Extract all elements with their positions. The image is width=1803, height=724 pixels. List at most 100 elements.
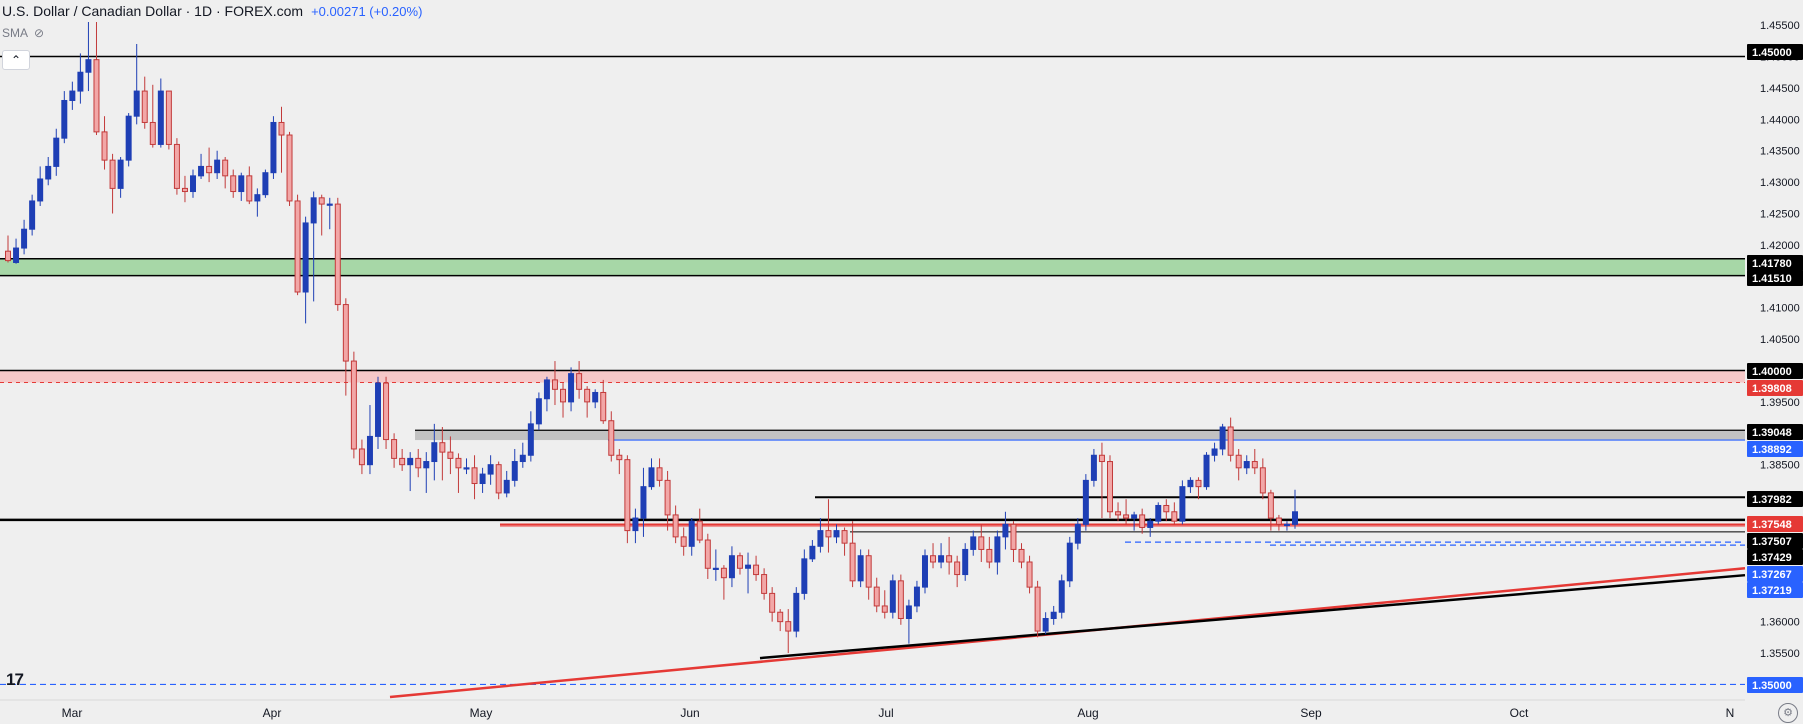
candle-body	[745, 564, 752, 569]
candle	[165, 90, 172, 150]
candle	[29, 194, 36, 236]
price-label-bg	[1747, 380, 1803, 396]
candle-body	[334, 203, 341, 306]
candle	[117, 157, 124, 198]
candle-body	[399, 457, 406, 466]
candle-body	[447, 451, 454, 459]
price-label-text: 1.38892	[1752, 444, 1792, 456]
candle	[37, 166, 44, 206]
candle-body	[938, 555, 945, 563]
candle-body	[375, 382, 382, 437]
price-label-text: 1.37507	[1752, 536, 1792, 548]
candle	[1115, 502, 1122, 522]
candle	[366, 405, 373, 475]
candle-body	[77, 71, 84, 92]
candle	[616, 448, 623, 475]
candle-body	[439, 442, 446, 453]
candle	[1251, 448, 1258, 475]
price-label-bg	[1747, 566, 1803, 582]
collapse-legend-button[interactable]: ⌃	[2, 50, 30, 70]
candle-body	[632, 517, 639, 532]
eye-hidden-icon[interactable]: ⊘	[34, 26, 45, 40]
price-label: 1.35000	[1747, 677, 1803, 693]
price-label: 1.37507	[1747, 533, 1803, 549]
candle-body	[584, 388, 591, 403]
chevron-up-icon: ⌃	[10, 53, 22, 67]
candle-body	[1187, 479, 1194, 488]
candle	[568, 367, 575, 412]
candle-body	[1058, 580, 1065, 613]
y-tick-label: 1.41000	[1760, 303, 1800, 315]
candle	[600, 379, 607, 424]
candle-body	[841, 530, 848, 544]
candle	[841, 527, 848, 556]
candle	[994, 530, 1001, 575]
candle	[206, 147, 213, 183]
candle-body	[5, 250, 11, 262]
candle	[720, 565, 727, 600]
candle	[1195, 477, 1202, 500]
price-label: 1.41780	[1747, 255, 1803, 271]
candle	[865, 549, 872, 600]
candle	[584, 386, 591, 418]
candle-body	[350, 360, 357, 450]
time-axis: Mar Apr May Jun Jul Aug Sep Oct N	[0, 699, 1745, 720]
candle	[455, 453, 462, 493]
price-label-text: 1.37219	[1752, 585, 1792, 597]
candle	[986, 536, 993, 569]
candle-body	[608, 420, 615, 456]
candle-body	[342, 304, 349, 362]
price-label-text: 1.39048	[1752, 427, 1792, 439]
candle	[69, 81, 76, 110]
candle-body	[165, 90, 172, 145]
candle	[551, 361, 558, 406]
candle-body	[21, 228, 28, 249]
price-label-bg	[1747, 549, 1803, 565]
symbol-title[interactable]: U.S. Dollar / Canadian Dollar · 1D · FOR…	[2, 3, 304, 19]
price-label-text: 1.35000	[1752, 680, 1792, 692]
candle	[173, 138, 180, 195]
symbol-header: U.S. Dollar / Canadian Dollar · 1D · FOR…	[0, 0, 422, 22]
settings-gear-icon[interactable]: ⚙	[1778, 703, 1798, 723]
candle	[978, 524, 985, 562]
candle	[270, 116, 277, 179]
candle-body	[230, 175, 237, 193]
candle	[399, 448, 406, 471]
price-label-text: 1.39808	[1752, 383, 1792, 395]
price-label-text: 1.37429	[1752, 552, 1792, 564]
candle	[350, 351, 357, 459]
candle-body	[69, 90, 76, 101]
candle-body	[262, 172, 269, 196]
candle-body	[986, 548, 993, 563]
price-label: 1.45000	[1747, 44, 1803, 60]
candle	[383, 376, 390, 449]
candle-body	[45, 165, 52, 180]
candle-body	[1155, 504, 1162, 522]
candle	[246, 166, 253, 205]
candle-body	[1283, 523, 1290, 527]
candle	[905, 599, 912, 644]
candle-body	[29, 200, 36, 230]
candle-body	[519, 454, 526, 463]
candle-body	[1195, 479, 1202, 488]
candle	[479, 467, 486, 493]
candle	[1131, 511, 1138, 531]
candle-body	[857, 555, 864, 582]
candle-body	[109, 159, 116, 189]
logo-text: 17	[6, 670, 24, 689]
candle	[141, 76, 148, 129]
candle-body	[753, 564, 760, 576]
candle	[946, 536, 953, 575]
candle	[415, 448, 422, 478]
candle	[1018, 543, 1025, 569]
candle	[318, 194, 325, 236]
indicator-legend[interactable]: SMA ⊘	[2, 26, 44, 40]
candle-body	[994, 536, 1001, 563]
price-label-text: 1.45000	[1752, 47, 1792, 59]
candle	[1074, 518, 1081, 550]
candle	[310, 191, 317, 302]
candle	[785, 609, 792, 654]
plot-area	[0, 22, 1746, 699]
candle-body	[270, 121, 277, 174]
